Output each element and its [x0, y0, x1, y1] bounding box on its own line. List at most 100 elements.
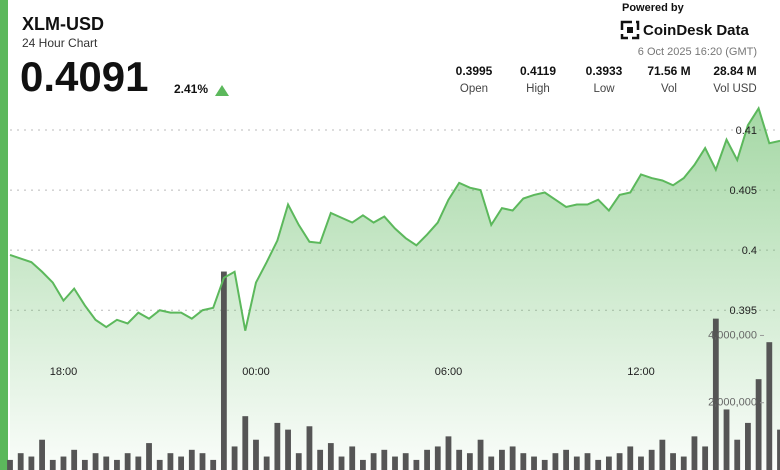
volume-bar: [520, 453, 527, 470]
volume-bar: [360, 459, 366, 470]
volume-bar: [338, 456, 345, 470]
price-line: [9, 106, 780, 331]
x-tick-label: 12:00: [627, 366, 655, 378]
volume-bar: [434, 446, 441, 470]
volume-bar: [712, 318, 719, 470]
volume-bar: [370, 453, 377, 470]
brand: CoinDesk Data: [643, 22, 750, 39]
volume-bar: [777, 429, 780, 470]
timestamp: 6 Oct 2025 16:20 (GMT): [638, 46, 757, 58]
volume-bar: [81, 459, 88, 470]
up-arrow: [215, 85, 229, 96]
volume-bar: [103, 456, 110, 470]
stat-label: Vol: [661, 83, 677, 95]
volume-bar: [766, 342, 773, 470]
volume-bar: [92, 453, 99, 470]
volume-bar: [691, 436, 698, 470]
stat-value: 0.4119: [520, 64, 556, 78]
volume-bar: [573, 456, 580, 470]
volume-bar: [327, 443, 334, 470]
volume-bar: [563, 449, 570, 470]
stat-value: 0.3995: [456, 64, 493, 78]
volume-bar: [28, 456, 35, 470]
volume-bar: [71, 449, 78, 470]
volume-bar: [242, 416, 249, 470]
volume-bar: [466, 453, 473, 470]
volume-bar: [60, 456, 67, 470]
volume-bar: [188, 449, 195, 470]
volume-bar: [541, 459, 548, 470]
volume-bar: [210, 459, 217, 470]
volume-bar: [156, 459, 163, 470]
volume-bar: [199, 453, 206, 470]
subtitle: 24 Hour Chart: [22, 36, 98, 50]
volume-bar: [638, 456, 644, 470]
volume-bar: [531, 456, 537, 470]
volume-bar: [488, 456, 495, 470]
accent-bar: [0, 0, 8, 470]
plot: 0.395 0.4 0.405 0.41 2,000,000 4,000,000 18:00…: [7, 106, 780, 470]
volume-bar: [402, 453, 409, 470]
change: 2.41%: [174, 82, 208, 96]
y-tick-label: 0.395: [729, 305, 757, 317]
price-area: [10, 108, 780, 470]
volume-bar: [605, 456, 612, 470]
volume-bar: [734, 439, 741, 470]
volume-bar: [648, 449, 655, 470]
volume-bar: [49, 459, 56, 470]
x-tick-label: 00:00: [242, 366, 270, 378]
volume-bar: [659, 439, 666, 470]
volume-bar: [306, 426, 313, 470]
volume-bar: [231, 446, 238, 470]
volume-bar: [584, 453, 591, 470]
volume-bar: [627, 446, 634, 470]
volume-bar: [124, 453, 131, 470]
volume-bar: [445, 436, 452, 470]
stat-label: High: [526, 83, 550, 95]
volume-bar: [317, 449, 324, 470]
volume-bar: [146, 443, 152, 470]
stat-value: 28.84 M: [713, 64, 756, 78]
volume-bar: [499, 449, 505, 470]
volume-bar: [274, 422, 281, 470]
volume-bar: [114, 459, 120, 470]
volume-bar: [413, 459, 420, 470]
volume-bar: [745, 422, 751, 470]
y2-tick-label: 4,000,000: [708, 329, 757, 341]
volume-bar: [295, 453, 302, 470]
stat-label: Vol USD: [713, 83, 756, 95]
volume-bar: [670, 453, 676, 470]
volume-bar: [456, 449, 463, 470]
y-tick-label: 0.41: [736, 125, 757, 137]
volume-bar: [680, 456, 687, 470]
stat-label: Low: [593, 83, 615, 95]
y2-tick-label: 2,000,000: [708, 397, 757, 409]
stat-value: 71.56 M: [647, 64, 690, 78]
volume-bar: [381, 449, 388, 470]
volume-bar: [477, 439, 484, 470]
volume-bar: [135, 456, 142, 470]
brand-logo: [620, 20, 640, 40]
symbol: XLM-USD: [22, 14, 104, 34]
price: 0.4091: [20, 53, 148, 100]
volume-bar: [285, 429, 291, 470]
volume-bar: [723, 409, 730, 470]
powered-by: Powered by: [622, 2, 685, 14]
volume-bar: [552, 453, 559, 470]
volume-bar: [616, 453, 623, 470]
y-tick-label: 0.405: [729, 185, 757, 197]
volume-bar: [263, 456, 270, 470]
volume-bar: [755, 379, 762, 470]
stat-label: Open: [460, 83, 488, 95]
stat-value: 0.3933: [586, 64, 623, 78]
x-tick-label: 06:00: [435, 366, 463, 378]
volume-bar: [178, 456, 185, 470]
volume-bar: [509, 446, 516, 470]
volume-bar: [392, 456, 398, 470]
volume-bar: [39, 439, 45, 470]
volume-bar: [167, 453, 174, 470]
volume-bar: [253, 439, 259, 470]
y-tick-label: 0.4: [742, 245, 757, 257]
volume-bar: [595, 459, 602, 470]
